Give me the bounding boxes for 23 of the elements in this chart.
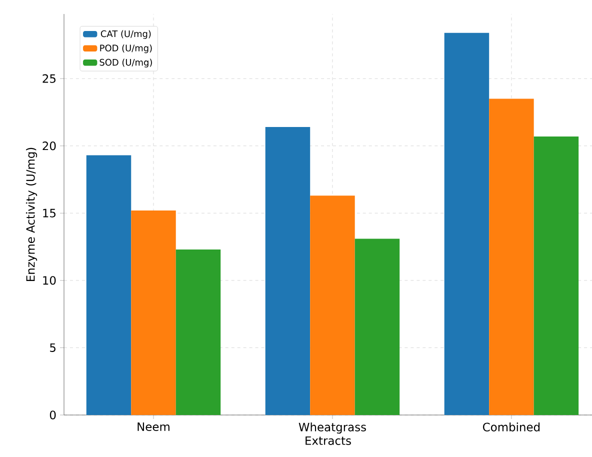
y-tick-label: 15 (43, 208, 56, 218)
legend-label: SOD (U/mg) (100, 58, 152, 68)
bar (489, 98, 534, 415)
y-tick-label: 20 (42, 142, 56, 150)
y-axis-title: Enzyme Activity (U/mg) (26, 148, 38, 281)
y-tick-label: 25 (42, 74, 56, 83)
bar (444, 32, 490, 415)
x-tick-label: Combined (483, 422, 540, 432)
bar (354, 238, 400, 415)
x-axis-title: Extracts (306, 436, 351, 445)
x-tick-label: Neem (138, 422, 170, 432)
legend-label: CAT (U/mg) (100, 30, 151, 39)
x-tick-label: Wheatgrass (298, 422, 366, 434)
y-tick-label: 0 (50, 410, 56, 420)
legend-label: POD (U/mg) (100, 44, 152, 54)
bar (86, 155, 132, 415)
y-tick-label: 10 (43, 276, 56, 285)
bar (131, 210, 176, 415)
y-tick-label: 5 (50, 343, 56, 352)
bar (265, 127, 310, 415)
bar (176, 249, 221, 415)
bar (310, 196, 355, 415)
bar (534, 136, 579, 415)
